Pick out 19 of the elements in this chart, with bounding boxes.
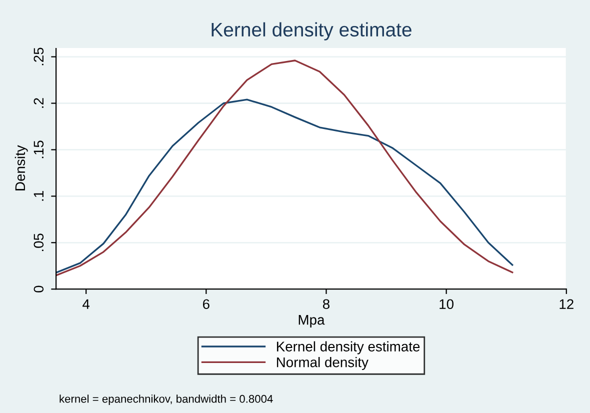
y-tick-label: .05 [34,234,44,252]
x-tick-label: 12 [560,299,574,309]
x-tick-label: 8 [322,299,330,310]
line-series [56,60,514,276]
y-axis-title: Density [14,145,28,190]
legend-label: Kernel density estimate [276,341,420,354]
y-tick-label: .1 [34,191,44,201]
y-tick-label: .15 [34,140,44,158]
text: kernel = epanechnikov, bandwidth = 0.8004 [60,394,273,405]
y-tick-label: 0 [34,286,44,292]
x-tick-label: 4 [82,299,90,309]
x-tick-label: 10 [440,299,454,310]
y-tick-label: .25 [34,48,44,66]
y-tick-label: .2 [34,98,44,108]
chart-title: Kernel density estimate [212,22,412,40]
legend-label: Normal density [276,357,368,370]
x-tick-label: 6 [202,299,210,310]
x-axis-title: Mpa [298,315,325,328]
line-series [56,98,514,274]
